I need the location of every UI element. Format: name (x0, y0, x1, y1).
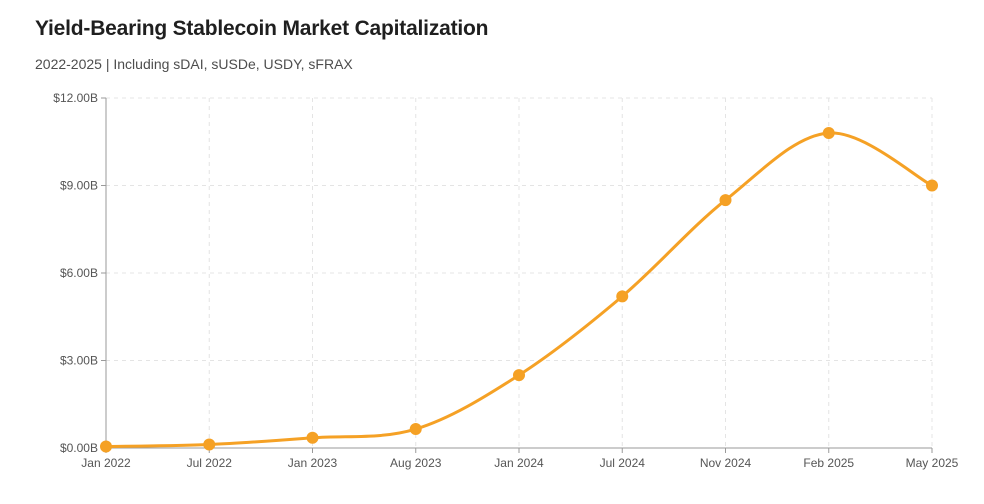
axis-layer: $0.00B $3.00B $6.00B $9.00B $12.00B Jan 2022 J… (53, 91, 958, 470)
series-line (104, 131, 934, 449)
grid-layer (106, 97, 933, 448)
y-tick-label: $12.00B (53, 91, 98, 105)
x-tick-label: Jan 2024 (494, 456, 544, 470)
data-point[interactable] (306, 431, 319, 444)
y-tick-label: $6.00B (60, 266, 98, 280)
data-point[interactable] (100, 440, 112, 453)
series-layer (104, 131, 934, 449)
data-point[interactable] (822, 127, 835, 139)
y-tick-label: $9.00B (60, 179, 98, 193)
data-point[interactable] (719, 194, 732, 207)
point-layer (100, 127, 938, 453)
x-tick-label: Jul 2024 (600, 456, 646, 470)
x-tick-label: May 2025 (906, 456, 959, 470)
y-tick-label: $3.00B (60, 354, 98, 368)
y-tick-label: $0.00B (60, 441, 98, 455)
x-tick-label: Jan 2023 (288, 456, 338, 470)
data-point[interactable] (409, 423, 422, 436)
x-tick-label: Aug 2023 (390, 456, 442, 470)
x-tick-label: Feb 2025 (803, 456, 854, 470)
chart-subtitle: 2022-2025 | Including sDAI, sUSDe, USDY,… (35, 56, 353, 72)
data-point[interactable] (926, 179, 938, 192)
x-tick-label: Nov 2024 (700, 456, 752, 470)
data-point[interactable] (616, 290, 629, 303)
x-tick-label: Jan 2022 (81, 456, 131, 470)
data-point[interactable] (203, 438, 216, 451)
x-tick-label: Jul 2022 (187, 456, 233, 470)
chart-title: Yield-Bearing Stablecoin Market Capitali… (35, 17, 489, 40)
data-point[interactable] (513, 369, 525, 382)
